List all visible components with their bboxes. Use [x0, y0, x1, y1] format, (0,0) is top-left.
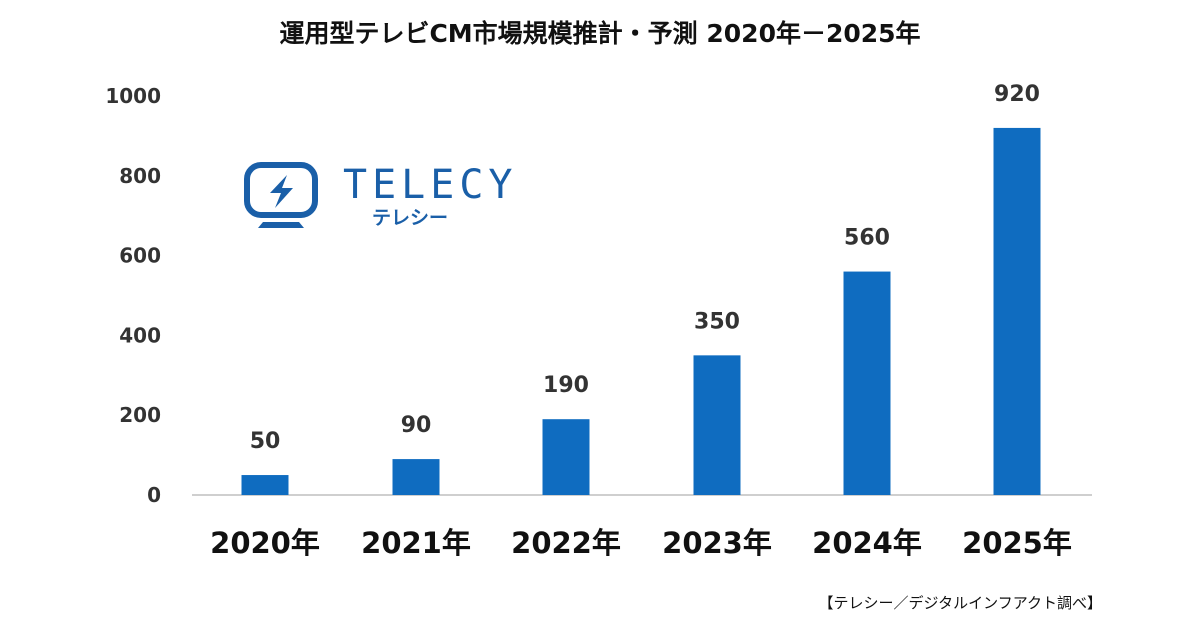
chart-title: 運用型テレビCM市場規模推計・予測 2020年－2025年 [279, 19, 920, 48]
telecy-logo: TELECY テレシー [244, 162, 518, 229]
bar [843, 271, 891, 495]
x-tick-label: 2022年 [511, 526, 621, 560]
data-label: 190 [543, 373, 589, 398]
y-tick-label: 400 [119, 323, 161, 347]
x-tick-label: 2025年 [962, 526, 1072, 560]
bar [241, 475, 289, 495]
x-tick-label: 2024年 [812, 526, 922, 560]
data-label: 50 [250, 429, 281, 454]
y-tick-label: 800 [119, 164, 161, 188]
x-axis: 2020年 2021年 2022年 2023年 2024年 2025年 [210, 526, 1072, 560]
x-tick-label: 2021年 [361, 526, 471, 560]
bar [542, 419, 590, 495]
tv-lightning-icon [244, 162, 318, 228]
data-label: 90 [401, 413, 432, 438]
y-tick-label: 1000 [105, 84, 161, 108]
bar [693, 355, 741, 495]
x-tick-label: 2023年 [662, 526, 772, 560]
y-tick-label: 600 [119, 244, 161, 268]
y-tick-label: 200 [119, 403, 161, 427]
logo-subtext: テレシー [372, 207, 448, 229]
data-label: 920 [994, 82, 1040, 107]
data-label: 350 [694, 309, 740, 334]
y-tick-label: 0 [147, 483, 161, 507]
y-axis: 0 200 400 600 800 1000 [105, 84, 161, 507]
source-note: 【テレシー／デジタルインフアクト調べ】 [818, 594, 1102, 612]
bar [392, 459, 440, 495]
data-label: 560 [844, 226, 890, 251]
bar [993, 127, 1041, 496]
bars: 50 90 190 350 560 920 [241, 82, 1041, 496]
logo-wordmark: TELECY [343, 162, 518, 208]
x-tick-label: 2020年 [210, 526, 320, 560]
